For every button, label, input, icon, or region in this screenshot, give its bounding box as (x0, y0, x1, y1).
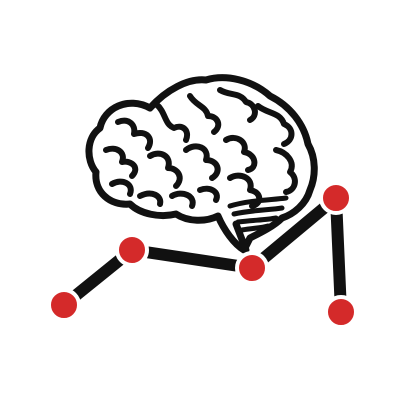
graph-point-4 (321, 183, 351, 213)
graph-point-5 (326, 297, 356, 327)
graph-point-3 (237, 253, 267, 283)
graph-point-1 (49, 290, 79, 320)
graph-point-2 (117, 235, 147, 265)
brain-icon (89, 78, 314, 250)
